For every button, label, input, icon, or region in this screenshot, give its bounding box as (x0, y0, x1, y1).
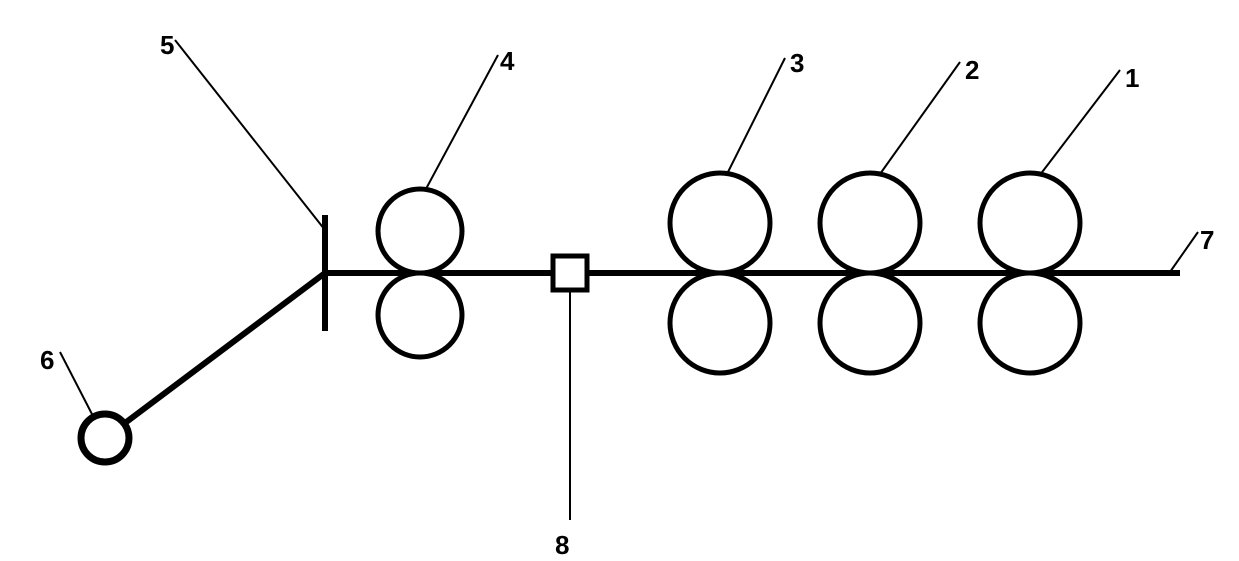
leader-line-6 (60, 352, 94, 418)
label-5: 5 (160, 30, 174, 61)
roller-bottom-4 (378, 273, 462, 357)
label-7: 7 (1200, 225, 1214, 256)
label-6: 6 (40, 345, 54, 376)
roller-bottom-2 (820, 273, 920, 373)
roller-top-4 (378, 189, 462, 273)
leader-line-2 (870, 62, 960, 188)
square-node (553, 256, 587, 290)
roller-bottom-1 (980, 273, 1080, 373)
label-8: 8 (555, 530, 569, 561)
schematic-diagram (0, 0, 1239, 560)
leader-line-5 (175, 40, 325, 230)
label-1: 1 (1125, 63, 1139, 94)
leader-line-3 (720, 58, 785, 188)
label-3: 3 (790, 48, 804, 79)
label-4: 4 (500, 46, 514, 77)
roller-bottom-3 (670, 273, 770, 373)
leader-line-1 (1030, 70, 1120, 188)
branch-line (105, 273, 325, 438)
roller-top-2 (820, 173, 920, 273)
leader-line-7 (1170, 232, 1198, 272)
roller-top-1 (980, 173, 1080, 273)
leader-line-4 (420, 55, 498, 200)
label-2: 2 (965, 55, 979, 86)
roller-top-3 (670, 173, 770, 273)
end-circle (81, 414, 129, 462)
